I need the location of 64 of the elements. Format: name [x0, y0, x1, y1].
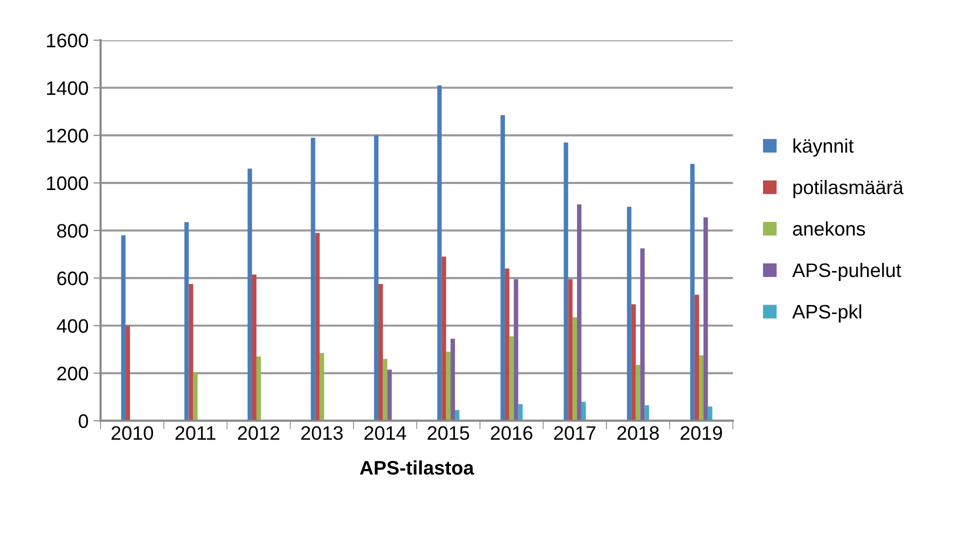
bar — [500, 115, 505, 421]
bar — [193, 372, 198, 421]
y-tick-label: 1200 — [47, 128, 88, 143]
bar — [320, 352, 324, 421]
x-tick-label: 2012 — [238, 426, 280, 440]
bar — [631, 304, 636, 421]
x-tick-label: 2017 — [554, 426, 596, 440]
x-tick-label: 2015 — [428, 426, 470, 440]
y-tick-label: 400 — [56, 319, 88, 333]
bar — [504, 268, 510, 421]
bar — [387, 370, 392, 421]
bar — [626, 206, 632, 421]
bar — [644, 405, 650, 421]
legend-label: APS-pkl — [792, 304, 862, 322]
x-tick-label: 2014 — [364, 426, 406, 440]
bar — [450, 338, 455, 421]
bar — [699, 355, 704, 421]
bar — [374, 135, 378, 421]
x-tick-label: 2010 — [112, 426, 154, 440]
legend-label: käynnit — [793, 138, 854, 157]
x-tick-label: 2018 — [617, 426, 659, 440]
y-tick-label: 1000 — [47, 176, 88, 190]
x-tick-label: 2013 — [301, 426, 343, 440]
bar — [514, 279, 518, 421]
bar — [581, 402, 586, 421]
bar — [442, 256, 446, 421]
bar — [690, 164, 695, 421]
bar — [248, 168, 252, 421]
bar — [708, 406, 712, 421]
bar — [577, 204, 582, 421]
bar — [184, 222, 189, 421]
y-tick-label: 800 — [57, 224, 88, 238]
bar — [256, 356, 261, 421]
bar — [509, 336, 514, 421]
x-axis-title: APS-tilastoa — [360, 460, 474, 475]
bar — [126, 326, 130, 421]
bar — [378, 284, 383, 421]
bar — [446, 352, 451, 421]
x-tick-label: 2016 — [490, 426, 532, 440]
y-tick-label: 1600 — [47, 34, 88, 48]
bar — [703, 217, 708, 421]
bar — [382, 358, 388, 421]
x-tick-label: 2011 — [176, 426, 216, 440]
bar — [572, 317, 578, 421]
y-tick-label: 600 — [57, 272, 88, 286]
bar — [640, 248, 645, 421]
bar — [188, 284, 194, 421]
bar — [454, 410, 460, 421]
y-tick-label: 200 — [57, 366, 88, 380]
bar — [568, 279, 573, 421]
legend-label: APS-puhelut — [792, 262, 902, 281]
bar — [252, 274, 256, 421]
y-tick-label: 1400 — [47, 81, 88, 96]
bar — [121, 235, 126, 421]
bar — [518, 404, 523, 421]
legend-label: potilasmäärä — [793, 180, 904, 198]
legend-label: anekons — [793, 221, 865, 236]
bar — [437, 85, 442, 421]
bar — [315, 232, 320, 421]
bar — [564, 142, 568, 421]
x-tick-label: 2019 — [680, 426, 722, 440]
y-tick-label: 0 — [78, 414, 88, 428]
bar — [310, 138, 316, 421]
bar — [694, 294, 700, 421]
